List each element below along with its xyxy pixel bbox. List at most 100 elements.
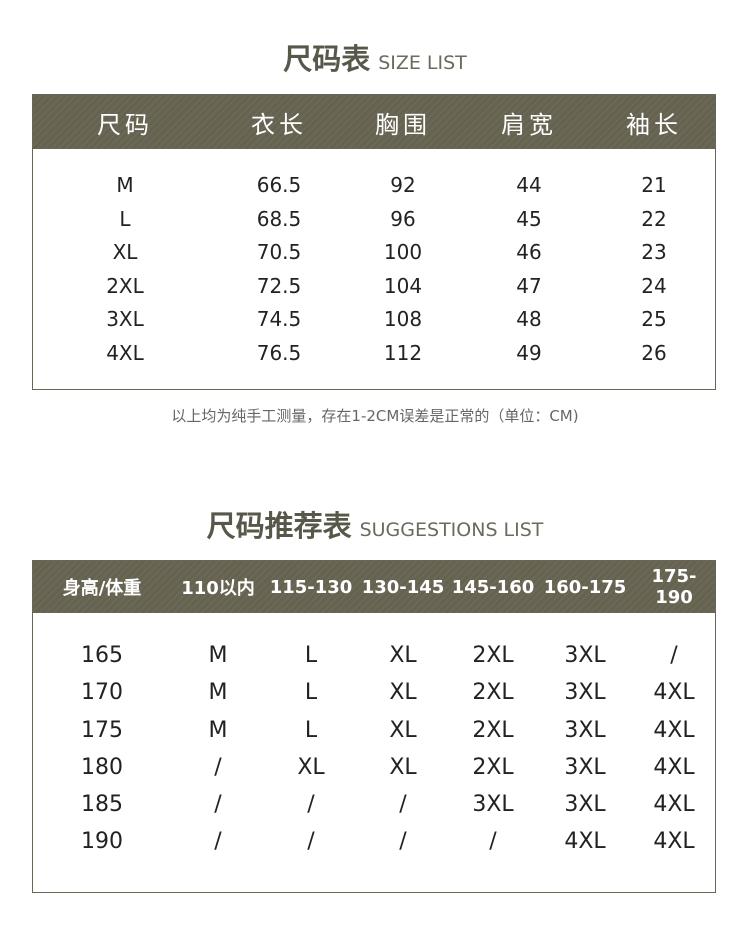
table-cell: 2XL — [472, 643, 514, 668]
header-cell: 130-145 — [361, 576, 445, 598]
table-cell: / — [214, 792, 222, 818]
table-cell: 2XL — [472, 754, 514, 780]
table-cell: 112 — [383, 340, 423, 365]
table-cell: 4XL — [653, 717, 695, 743]
table-cell: 2XL — [472, 717, 514, 743]
table-cell: 76.5 — [256, 340, 302, 365]
title-en: SIZE LIST — [378, 52, 467, 74]
table-cell: M — [208, 643, 228, 668]
suggestions-table: 身高/体重 110以内 115-130 130-145 145-160 160-175 17… — [32, 560, 716, 893]
header-cell: 尺码 — [97, 110, 153, 139]
table-cell: 190 — [81, 829, 123, 855]
table-row: 170 M L XL 2XL 3XL 4XL — [33, 674, 715, 711]
table-cell: M — [208, 680, 228, 706]
size-table-header: 尺码 衣长 胸围 肩宽 袖长 — [33, 95, 715, 149]
table-cell: M — [208, 717, 228, 743]
table-row: 175 M L XL 2XL 3XL 4XL — [33, 712, 715, 749]
table-cell: XL — [297, 754, 325, 780]
table-cell: L — [304, 643, 318, 668]
table-cell: / — [399, 792, 407, 818]
title-cn: 尺码推荐表 — [206, 509, 352, 543]
table-cell: / — [307, 792, 315, 818]
table-cell: 72.5 — [256, 273, 302, 298]
table-cell: 22 — [641, 206, 667, 231]
table-cell: 25 — [641, 307, 667, 332]
table-cell: 44 — [516, 173, 542, 197]
table-cell: XL — [389, 717, 417, 743]
table-cell: 180 — [81, 754, 123, 780]
table-cell: 2XL — [106, 273, 144, 298]
header-cell: 肩宽 — [501, 110, 557, 139]
header-cell: 115-130 — [269, 576, 353, 598]
table-cell: XL — [389, 754, 417, 780]
suggestions-table-body: 165 M L XL 2XL 3XL / 170 M L XL 2XL 3XL 4XL 175 M L XL 2XL… — [33, 613, 715, 861]
suggestions-table-header: 身高/体重 110以内 115-130 130-145 145-160 160-175 17… — [33, 561, 715, 613]
table-cell: 3XL — [564, 792, 606, 818]
table-cell: 3XL — [564, 643, 606, 668]
table-cell: 4XL — [564, 829, 606, 855]
table-cell: 74.5 — [256, 307, 302, 332]
header-cell: 110以内 — [181, 578, 255, 599]
table-cell: 165 — [81, 643, 123, 668]
table-cell: 108 — [383, 307, 423, 332]
table-cell: 49 — [516, 340, 542, 365]
table-cell: 3XL — [564, 680, 606, 706]
suggestions-title: 尺码推荐表 SUGGESTIONS LIST — [0, 503, 750, 545]
table-row: 190 / / / / 4XL 4XL — [33, 823, 715, 860]
table-cell: / — [214, 829, 222, 855]
header-cell: 袖长 — [626, 110, 682, 139]
table-row: XL 70.5 100 46 23 — [33, 236, 715, 270]
table-cell: M — [116, 173, 134, 197]
table-cell: 4XL — [106, 340, 144, 365]
table-cell: 170 — [81, 680, 123, 706]
table-row: 180 / XL XL 2XL 3XL 4XL — [33, 749, 715, 786]
header-cell: 衣长 — [251, 110, 307, 139]
header-cell: 145-160 — [451, 576, 535, 598]
table-row: 4XL 76.5 112 49 26 — [33, 337, 715, 371]
size-table: 尺码 衣长 胸围 肩宽 袖长 M 66.5 92 44 21 L 68.5 96 45 22 XL 70.5 1… — [32, 94, 716, 390]
table-cell: / — [214, 754, 222, 780]
table-cell: L — [119, 206, 131, 231]
size-table-body: M 66.5 92 44 21 L 68.5 96 45 22 XL 70.5 100 46 23 2XL 72… — [33, 149, 715, 371]
header-cell: 175-190 — [651, 566, 697, 608]
table-cell: 2XL — [472, 680, 514, 706]
table-cell: 26 — [641, 340, 667, 365]
header-cell: 身高/体重 — [62, 578, 142, 599]
table-row: 2XL 72.5 104 47 24 — [33, 270, 715, 304]
table-cell: 175 — [81, 717, 123, 743]
table-row: L 68.5 96 45 22 — [33, 203, 715, 237]
table-cell: 48 — [516, 307, 542, 332]
table-cell: 4XL — [653, 829, 695, 855]
table-cell: 23 — [641, 240, 667, 265]
table-cell: 21 — [641, 173, 667, 197]
table-cell: L — [304, 717, 318, 743]
table-cell: 45 — [516, 206, 542, 231]
table-cell: 4XL — [653, 792, 695, 818]
table-cell: / — [489, 829, 497, 855]
table-cell: 96 — [390, 206, 416, 231]
table-row: 165 M L XL 2XL 3XL / — [33, 637, 715, 674]
header-cell: 160-175 — [543, 576, 627, 598]
table-cell: 100 — [383, 240, 423, 265]
table-cell: 70.5 — [256, 240, 302, 265]
measurement-note: 以上均为纯手工测量，存在1-2CM误差是正常的（单位：CM) — [171, 407, 579, 425]
table-cell: 3XL — [472, 792, 514, 818]
table-cell: / — [670, 643, 678, 668]
table-cell: 3XL — [106, 307, 144, 332]
table-cell: 46 — [516, 240, 542, 265]
table-cell: XL — [389, 680, 417, 706]
table-row: 185 / / / 3XL 3XL 4XL — [33, 786, 715, 823]
table-cell: 3XL — [564, 717, 606, 743]
title-en: SUGGESTIONS LIST — [359, 519, 544, 541]
table-cell: 4XL — [653, 680, 695, 706]
table-cell: 68.5 — [256, 206, 302, 231]
table-cell: 4XL — [653, 754, 695, 780]
title-cn: 尺码表 — [283, 42, 371, 76]
table-cell: / — [399, 829, 407, 855]
table-cell: 47 — [516, 273, 542, 298]
table-cell: 3XL — [564, 754, 606, 780]
table-cell: XL — [112, 240, 138, 265]
table-cell: 66.5 — [256, 173, 302, 197]
table-cell: L — [304, 680, 318, 706]
